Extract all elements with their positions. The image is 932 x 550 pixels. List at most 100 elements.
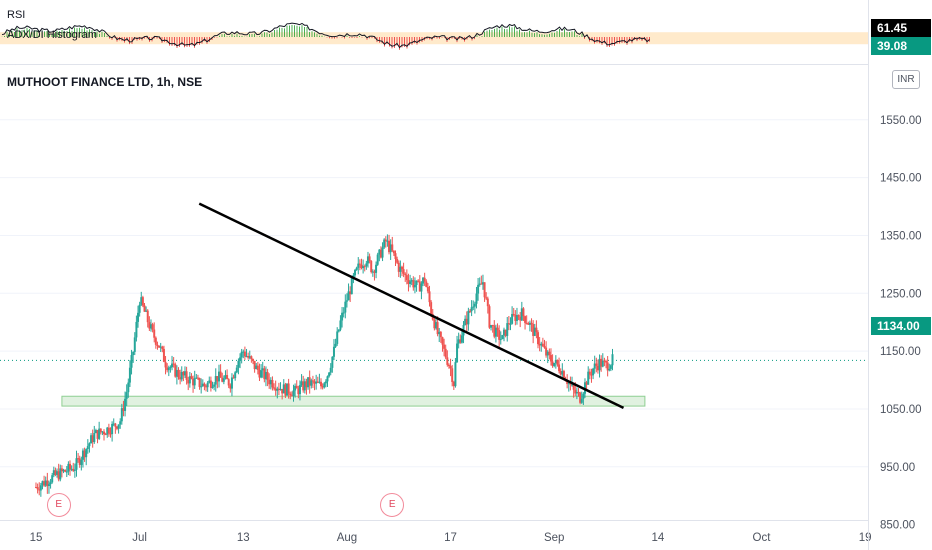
time-axis[interactable]: 15 Jul 13 Aug 17 Sep 14 Oct 19 [30, 532, 872, 544]
price-axis[interactable]: 850.00 950.00 1050.00 1150.00 1250.00 1350.00… [880, 115, 922, 532]
candle-body [247, 355, 250, 358]
candle-body [269, 379, 272, 385]
candle-body [579, 392, 582, 403]
candle-body [98, 428, 101, 439]
candles [35, 234, 614, 497]
candle-body [558, 364, 561, 372]
currency-badge[interactable]: INR [892, 70, 920, 89]
candle-body [488, 306, 491, 328]
candle-body [379, 249, 382, 258]
candle-body [88, 443, 91, 447]
candle-body [226, 375, 229, 380]
candle-body [266, 371, 269, 380]
support-zone[interactable] [61, 395, 646, 407]
candle-body [54, 470, 57, 475]
candle-body [585, 382, 588, 385]
candle-body [538, 344, 541, 346]
chart-title[interactable]: MUTHOOT FINANCE LTD, 1h, NSE [7, 75, 203, 89]
candle-body [326, 376, 329, 382]
rsi-line [1, 22, 650, 49]
candle-body [454, 362, 457, 387]
candle-body [75, 458, 78, 470]
candle-body [149, 324, 152, 329]
candle-body [287, 383, 290, 394]
candle-body [60, 468, 63, 472]
candle-body [86, 446, 89, 450]
candle-body [386, 240, 389, 242]
candle-body [313, 381, 316, 384]
candle-body [511, 313, 514, 324]
candle-body [125, 392, 128, 399]
candle-body [39, 485, 42, 491]
candle-body [183, 371, 186, 376]
candle-body [36, 487, 39, 490]
candle-body [297, 388, 300, 395]
earnings-marker[interactable]: E [380, 493, 405, 517]
adx-value-tag: 39.08 [871, 37, 931, 55]
candle-body [606, 362, 609, 371]
price-tick-label: 950.00 [880, 462, 915, 474]
candle-body [255, 365, 258, 370]
candle-body [72, 468, 75, 471]
candle-body [146, 310, 149, 323]
candle-body [475, 293, 478, 304]
candle-body [522, 308, 525, 317]
candle-body [588, 371, 591, 375]
candle-body [413, 285, 416, 288]
candle-body [260, 370, 263, 378]
candle-body [358, 263, 361, 265]
candle-body [329, 367, 332, 373]
adx-label[interactable]: ADX/DI Histogram [7, 29, 97, 41]
candle-body [237, 360, 240, 368]
candle-body [214, 376, 217, 385]
candle-body [362, 266, 365, 269]
candle-body [230, 377, 233, 389]
candle-body [292, 390, 295, 397]
candle-body [38, 489, 41, 491]
candle-body [148, 322, 151, 329]
candle-body [430, 302, 433, 315]
time-tick-label: 19 [859, 532, 872, 544]
earnings-marker[interactable]: E [46, 493, 71, 517]
trendline[interactable] [198, 202, 625, 409]
candle-body [49, 482, 52, 485]
candle-body [464, 318, 467, 325]
candle-body [341, 312, 344, 321]
candle-body [469, 310, 471, 312]
candle-body [357, 263, 360, 268]
candle-body [376, 254, 379, 265]
candle-body [166, 367, 169, 371]
candle-body [339, 320, 342, 330]
candle-body [190, 376, 193, 379]
candle-body [263, 368, 266, 380]
candle-body [151, 324, 154, 330]
candle-body [133, 337, 136, 352]
candle-body [596, 365, 599, 371]
candle-body [62, 469, 65, 472]
candle-body [138, 304, 141, 313]
candle-body [422, 277, 425, 284]
indicator-separator[interactable] [0, 64, 868, 65]
candle-body [324, 381, 327, 384]
candle-body [188, 376, 191, 384]
candle-body [548, 351, 551, 356]
candle-body [252, 359, 254, 361]
candle-body [441, 337, 444, 345]
candle-body [115, 426, 118, 429]
price-grid [0, 119, 868, 468]
candle-body [397, 262, 400, 272]
candle-body [273, 387, 276, 389]
candle-body [200, 386, 203, 388]
candle-body [504, 329, 507, 336]
candle-body [154, 337, 157, 345]
candle-body [222, 378, 225, 382]
candle-body [580, 398, 583, 403]
candle-body [99, 428, 102, 433]
price-tick-label: 1350.00 [880, 230, 922, 242]
candle-body [169, 367, 172, 369]
candle-body [530, 322, 533, 325]
candle-body [52, 470, 55, 476]
rsi-label[interactable]: RSI [7, 9, 26, 21]
candle-body [481, 282, 484, 285]
